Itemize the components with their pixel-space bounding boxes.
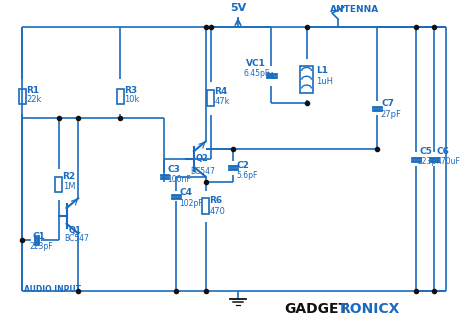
- Text: BC547: BC547: [64, 233, 90, 243]
- Bar: [19, 89, 26, 104]
- Bar: [207, 91, 214, 106]
- Text: GADGET: GADGET: [284, 302, 348, 316]
- Text: AUDIO INPUT: AUDIO INPUT: [24, 285, 82, 294]
- Text: Q1: Q1: [68, 226, 82, 235]
- Text: C6: C6: [437, 147, 450, 156]
- Text: R6: R6: [210, 196, 223, 205]
- Bar: [202, 198, 209, 214]
- Text: R2: R2: [63, 172, 76, 181]
- Text: 6.45pF: 6.45pF: [244, 69, 270, 78]
- Text: ANTENNA: ANTENNA: [330, 5, 379, 14]
- Text: 1M: 1M: [63, 181, 75, 191]
- Text: 1uH: 1uH: [316, 77, 333, 86]
- Text: 470uF: 470uF: [437, 157, 461, 166]
- Text: C4: C4: [179, 188, 192, 198]
- Text: C7: C7: [381, 99, 394, 108]
- Text: RONICX: RONICX: [340, 302, 400, 316]
- Text: L1: L1: [316, 66, 328, 75]
- Text: C1: C1: [32, 232, 45, 241]
- Text: 223pF: 223pF: [29, 242, 53, 251]
- Text: VC1: VC1: [246, 59, 266, 68]
- Text: BC547: BC547: [190, 167, 215, 176]
- Text: 223pF: 223pF: [417, 157, 441, 166]
- Text: 22k: 22k: [27, 95, 42, 104]
- Text: 27pF: 27pF: [380, 110, 401, 119]
- Text: R3: R3: [124, 86, 137, 95]
- Bar: [55, 177, 62, 192]
- Text: 47k: 47k: [214, 97, 230, 106]
- Text: Q2: Q2: [196, 154, 209, 163]
- Text: 102pF: 102pF: [179, 199, 203, 208]
- Text: 5V: 5V: [230, 3, 246, 13]
- Text: R4: R4: [214, 87, 228, 95]
- Text: C5: C5: [419, 147, 432, 156]
- Text: C2: C2: [236, 161, 249, 170]
- Text: C3: C3: [167, 165, 180, 174]
- Text: 10k: 10k: [124, 95, 140, 104]
- Text: R1: R1: [27, 86, 39, 95]
- Bar: [300, 66, 313, 94]
- Bar: [117, 89, 124, 104]
- Text: 100nF: 100nF: [167, 175, 191, 184]
- Text: 5.6pF: 5.6pF: [236, 171, 257, 180]
- Text: 470: 470: [210, 207, 226, 216]
